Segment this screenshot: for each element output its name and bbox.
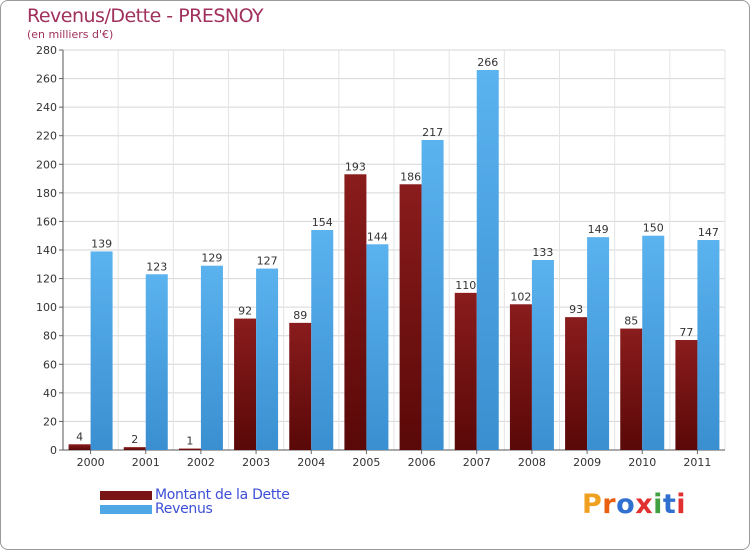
bar-dette <box>178 448 201 450</box>
data-label: 266 <box>477 56 498 69</box>
bar-revenus <box>697 240 720 450</box>
bar-revenus <box>587 237 610 450</box>
data-label: 217 <box>422 126 443 139</box>
logo-letter: i <box>653 489 663 520</box>
y-tick-label: 140 <box>36 244 57 257</box>
y-tick-label: 160 <box>36 215 57 228</box>
x-tick-label: 2001 <box>132 456 160 469</box>
x-tick-label: 2011 <box>683 456 711 469</box>
y-tick-label: 280 <box>36 44 57 57</box>
legend-label-revenus: Revenus <box>155 501 213 517</box>
data-label: 129 <box>201 252 222 265</box>
bar-dette <box>344 174 367 451</box>
bar-revenus <box>421 140 444 450</box>
logo-letter: o <box>616 489 636 520</box>
bar-revenus <box>642 235 665 450</box>
data-label: 93 <box>569 303 583 316</box>
chart-title: Revenus/Dette - PRESNOY <box>27 5 264 27</box>
logo-letter: P <box>582 489 603 520</box>
bar-dette <box>234 318 257 450</box>
data-label: 2 <box>131 433 138 446</box>
bar-dette <box>289 322 312 450</box>
legend-label-dette: Montant de la Dette <box>155 487 290 503</box>
x-tick-label: 2010 <box>628 456 656 469</box>
data-label: 193 <box>345 160 366 173</box>
x-tick-label: 2008 <box>518 456 546 469</box>
y-tick-label: 100 <box>36 301 57 314</box>
y-tick-label: 0 <box>50 444 57 457</box>
x-tick-label: 2006 <box>408 456 436 469</box>
data-label: 154 <box>312 216 333 229</box>
data-label: 85 <box>624 315 638 328</box>
data-label: 147 <box>698 226 719 239</box>
y-tick-label: 20 <box>43 415 57 428</box>
bar-revenus <box>145 274 168 450</box>
legend-swatch-dette <box>100 491 152 500</box>
x-tick-label: 2003 <box>242 456 270 469</box>
y-tick-label: 220 <box>36 130 57 143</box>
data-label: 89 <box>293 309 307 322</box>
data-label: 133 <box>532 246 553 259</box>
bar-dette <box>454 292 477 450</box>
y-tick-label: 120 <box>36 273 57 286</box>
data-label: 150 <box>643 222 664 235</box>
bar-revenus <box>476 70 499 450</box>
logo-letter: x <box>635 489 654 520</box>
bar-revenus <box>311 230 334 450</box>
bar-dette <box>399 184 422 451</box>
x-tick-label: 2007 <box>463 456 491 469</box>
bar-dette <box>509 304 532 450</box>
bar-revenus <box>366 244 389 450</box>
x-tick-label: 2005 <box>352 456 380 469</box>
data-label: 1 <box>186 435 193 448</box>
data-label: 92 <box>238 305 252 318</box>
data-label: 144 <box>367 230 388 243</box>
y-tick-label: 240 <box>36 101 57 114</box>
bar-revenus <box>200 265 223 450</box>
x-tick-label: 2009 <box>573 456 601 469</box>
logo-letter: t <box>662 489 677 520</box>
data-label: 110 <box>455 279 476 292</box>
data-label: 102 <box>510 290 531 303</box>
bar-revenus <box>531 260 554 450</box>
data-label: 4 <box>76 430 83 443</box>
logo-letter: r <box>602 489 617 520</box>
bar-dette <box>68 444 91 450</box>
y-tick-label: 180 <box>36 187 57 200</box>
data-label: 127 <box>257 255 278 268</box>
bar-dette <box>620 328 643 450</box>
data-label: 139 <box>91 237 112 250</box>
data-label: 123 <box>146 260 167 273</box>
y-tick-label: 260 <box>36 73 57 86</box>
x-tick-label: 2004 <box>297 456 325 469</box>
data-label: 186 <box>400 170 421 183</box>
legend-swatch-revenus <box>100 505 152 514</box>
bar-dette <box>675 340 698 450</box>
x-tick-label: 2000 <box>77 456 105 469</box>
y-tick-label: 60 <box>43 358 57 371</box>
bar-dette <box>565 317 588 450</box>
y-tick-label: 40 <box>43 387 57 400</box>
y-tick-label: 80 <box>43 330 57 343</box>
proxiti-logo: Proxiti <box>582 489 686 520</box>
y-tick-label: 200 <box>36 158 57 171</box>
bar-revenus <box>256 268 279 450</box>
chart-subtitle: (en milliers d'€) <box>27 28 114 41</box>
logo-letter: i <box>676 489 687 520</box>
bar-revenus <box>90 251 113 450</box>
data-label: 77 <box>679 326 693 339</box>
x-tick-label: 2002 <box>187 456 215 469</box>
data-label: 149 <box>588 223 609 236</box>
bar-dette <box>123 447 146 450</box>
